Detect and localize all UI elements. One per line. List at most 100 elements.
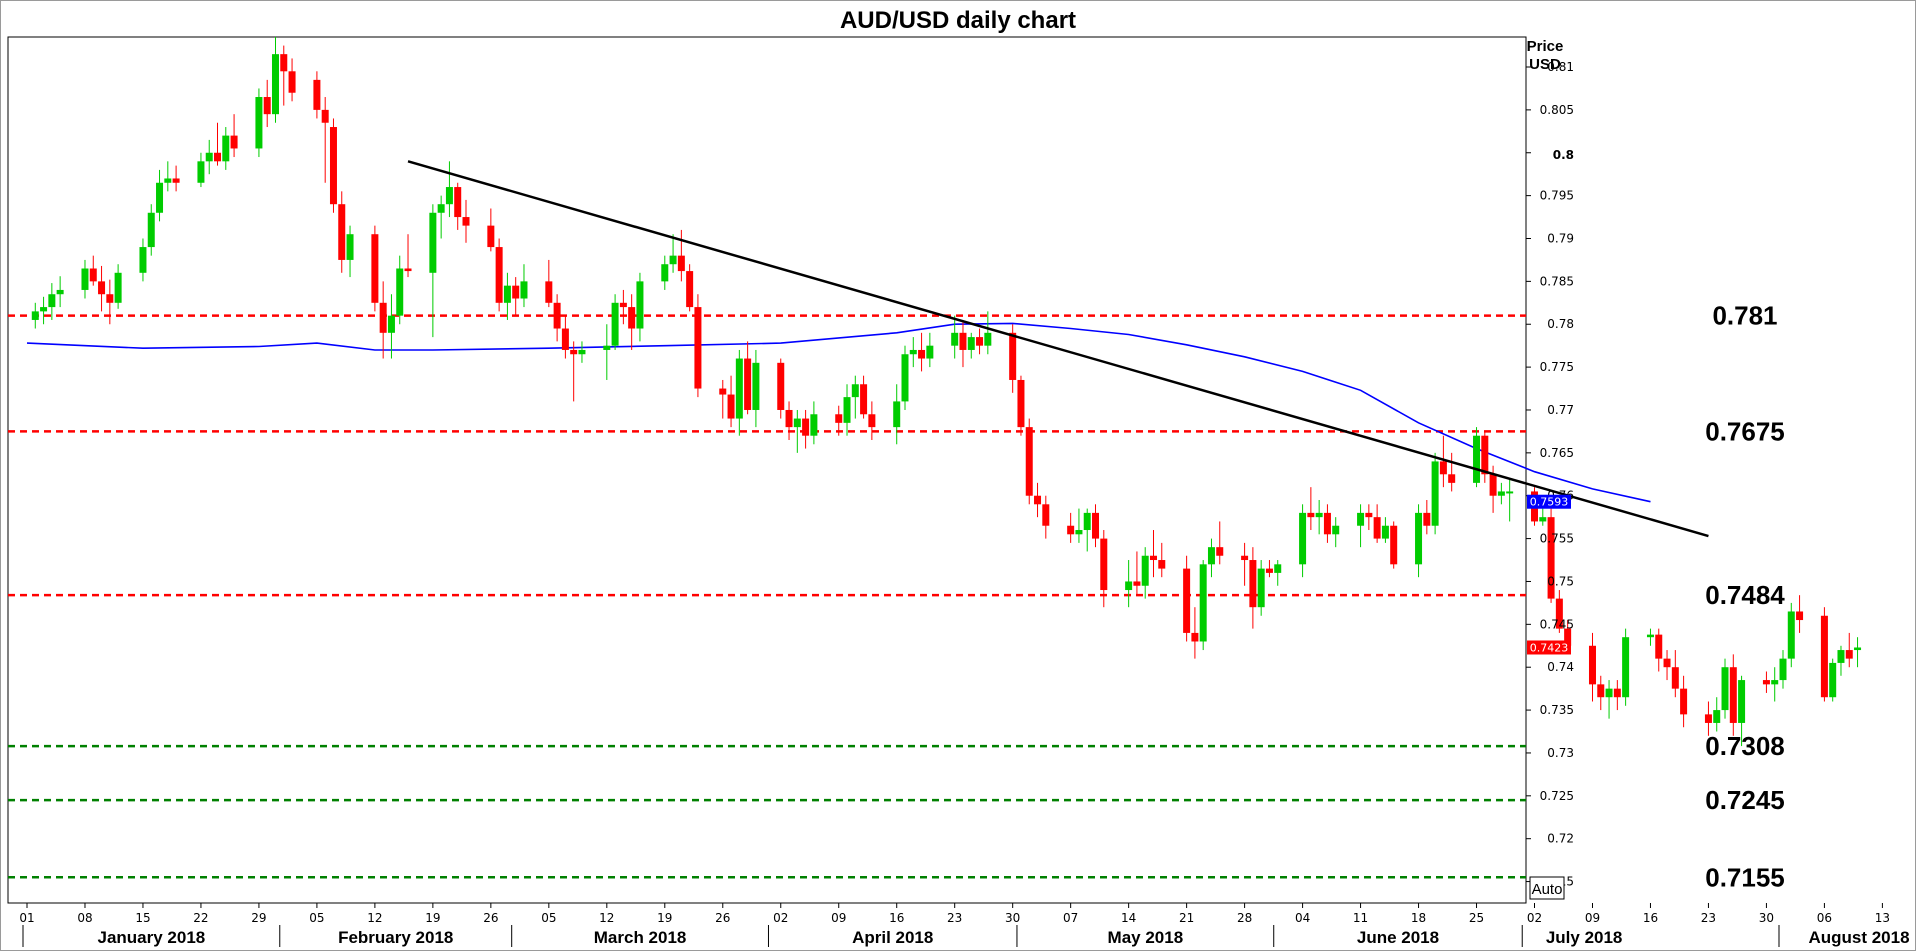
candle [512, 277, 520, 316]
candle-body [429, 212, 437, 273]
candle-body [1738, 680, 1746, 723]
month-label: January 2018 [98, 928, 206, 947]
candle [503, 272, 511, 320]
candle-body [371, 234, 379, 303]
candle-body [222, 135, 230, 162]
candle-body [1497, 491, 1505, 496]
candle-body [1555, 598, 1563, 629]
candle-body [1779, 658, 1787, 681]
candle-body [1315, 512, 1323, 518]
candle-body [1481, 435, 1489, 475]
candle [1771, 667, 1779, 702]
candle-body [835, 414, 843, 423]
last-price-badge [1527, 640, 1571, 655]
candle-body [56, 289, 64, 295]
candle [1837, 645, 1845, 676]
candle [1365, 504, 1373, 531]
candle [371, 225, 379, 312]
candle-body [280, 54, 288, 72]
x-tick-label: 29 [251, 911, 266, 925]
candle [230, 114, 238, 158]
candle [1506, 478, 1514, 522]
candle [1704, 701, 1712, 736]
month-label: August 2018 [1808, 928, 1909, 947]
candle-body [793, 418, 801, 428]
candle [445, 161, 453, 218]
candle-body [81, 268, 89, 290]
candle [387, 294, 395, 359]
candle-body [1323, 512, 1331, 535]
x-tick-label: 02 [1527, 911, 1542, 925]
y-tick-label: 0.785 [1540, 274, 1574, 288]
candle-body [1762, 680, 1770, 685]
y-tick-label: 0.8 [1553, 148, 1574, 162]
candle [1481, 431, 1489, 483]
candle-body [98, 281, 106, 295]
candle-body [1713, 710, 1721, 723]
candle-body [752, 362, 760, 410]
candle-body [1381, 525, 1389, 539]
auto-button-label[interactable]: Auto [1532, 881, 1563, 898]
candle [628, 294, 636, 350]
candle [1199, 560, 1207, 651]
x-tick-label: 19 [425, 911, 440, 925]
candle [553, 294, 561, 342]
candle-body [719, 388, 727, 395]
candle [329, 118, 337, 213]
candle [1158, 542, 1166, 578]
candle-body [445, 187, 453, 205]
candle-body [1729, 667, 1737, 723]
candle-body [139, 247, 147, 273]
candle-body [1025, 427, 1033, 496]
candle [1323, 504, 1331, 543]
candle [454, 182, 462, 230]
candle-body [735, 358, 743, 419]
y-tick-label: 0.755 [1540, 532, 1574, 546]
candle-body [561, 328, 569, 350]
candle [1588, 632, 1596, 702]
level-label: 0.781 [1712, 301, 1777, 331]
candle [1439, 435, 1447, 488]
candle-body [843, 397, 851, 423]
candle-body [495, 247, 503, 303]
candle-body [1837, 650, 1845, 663]
x-tick-label: 28 [1237, 911, 1252, 925]
ma-value-badge [1527, 494, 1571, 509]
candle-body [553, 302, 561, 329]
candle-body [1423, 512, 1431, 526]
candle [967, 332, 975, 359]
candle [1415, 504, 1423, 578]
candle-body [619, 302, 627, 308]
moving-average-line [26, 322, 1651, 503]
candle-body [313, 79, 321, 110]
candle-body [487, 225, 495, 248]
y-tick-label: 0.745 [1540, 617, 1574, 631]
level-label: 0.7484 [1705, 580, 1785, 610]
candle-body [1265, 568, 1273, 573]
candle-body [1133, 581, 1141, 586]
x-tick-label: 23 [1701, 911, 1716, 925]
candle [777, 358, 785, 419]
candle [669, 234, 677, 273]
x-tick-label: 01 [19, 911, 34, 925]
candle [909, 337, 917, 368]
candle [1307, 487, 1315, 531]
candle [1274, 560, 1282, 586]
y-tick-label: 0.79 [1547, 231, 1574, 245]
candle [1390, 521, 1398, 569]
candle [1067, 512, 1075, 543]
auto-button-frame[interactable] [1529, 876, 1565, 900]
candle-body [802, 418, 810, 436]
candle [1183, 555, 1191, 642]
candle-body [1034, 495, 1042, 505]
candle-body [1067, 525, 1075, 535]
candle [686, 264, 694, 312]
candle [263, 79, 271, 128]
candle [1216, 521, 1224, 565]
auto-scale-button[interactable]: Auto [1529, 876, 1565, 900]
candle [1423, 500, 1431, 535]
y-tick-label: 0.795 [1540, 189, 1574, 203]
candle [1083, 508, 1091, 552]
candle [1092, 504, 1100, 548]
candle-body [694, 307, 702, 389]
